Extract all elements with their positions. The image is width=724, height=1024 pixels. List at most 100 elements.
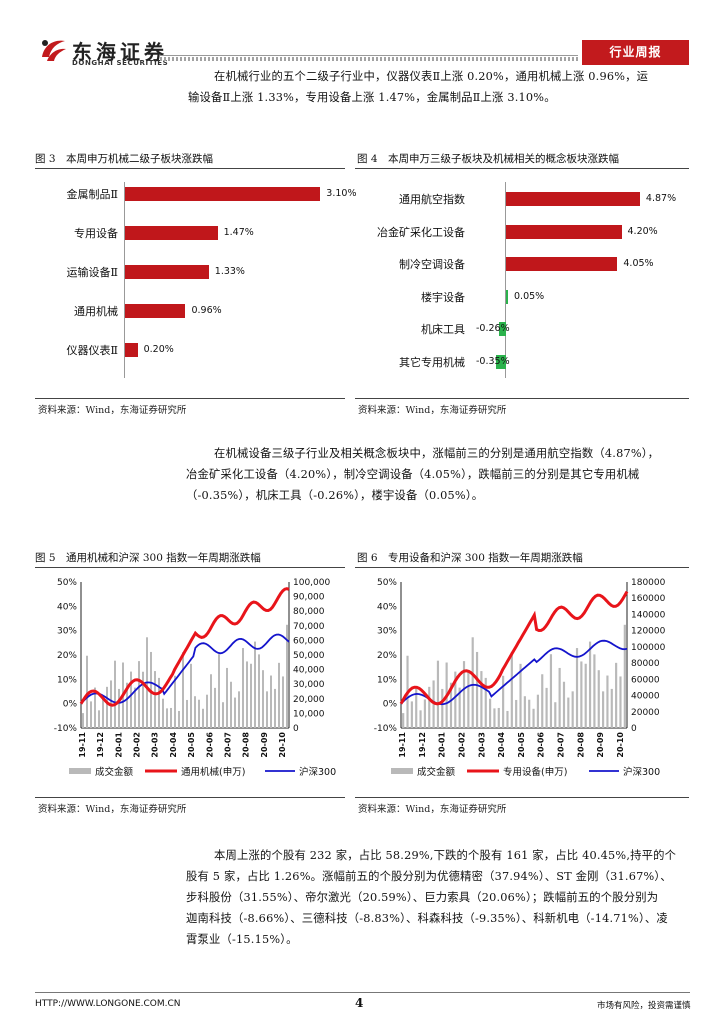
volume-bar	[102, 699, 104, 728]
fig4-value-label: 4.20%	[627, 225, 658, 237]
volume-bar	[532, 708, 535, 728]
fig4-category-label: 其它专用机械	[399, 356, 465, 369]
volume-bar	[254, 641, 256, 728]
volume-bar	[246, 661, 248, 728]
paragraph-concept-sectors: 在机械设备三级子行业及相关概念板块中，涨幅前三的分别是通用航空指数（4.87%）…	[186, 443, 696, 506]
x-tick-label: 20-09	[260, 732, 269, 758]
volume-bar	[489, 698, 492, 728]
volume-bar	[475, 651, 479, 728]
website-link[interactable]: HTTP://WWW.LONGONE.COM.CN	[35, 999, 181, 1009]
fig3-value-label: 1.33%	[214, 266, 245, 277]
x-tick-label: 20-05	[517, 732, 526, 758]
legend-line2-label: 沪深300	[623, 766, 660, 778]
volume-bar	[82, 713, 84, 728]
fig4-category-label: 通用航空指数	[399, 193, 465, 206]
right-tick-label: 30,000	[293, 680, 325, 690]
fig4-bottom-rule	[355, 398, 689, 399]
volume-bar	[575, 648, 579, 728]
left-tick-label: -10%	[54, 724, 78, 734]
volume-bar	[597, 670, 600, 728]
volume-bar	[170, 707, 172, 728]
volume-bar	[98, 710, 100, 728]
x-tick-label: 19-12	[96, 732, 105, 758]
paragraph-line: （-0.35%），机床工具（-0.26%），楼宇设备（0.05%）。	[186, 489, 484, 502]
paragraph-line: 在机械设备三级子行业及相关概念板块中，涨幅前三的分别是通用航空指数（4.87%）…	[214, 447, 660, 460]
volume-bar	[106, 686, 108, 728]
left-tick-label: 50%	[377, 578, 397, 588]
volume-bar	[134, 687, 136, 728]
x-tick-label: 20-07	[557, 732, 566, 758]
legend-line2-label: 沪深300	[299, 766, 336, 778]
volume-bar	[86, 655, 88, 728]
x-tick-label: 20-03	[477, 732, 486, 758]
volume-bar	[449, 682, 453, 728]
volume-bar	[549, 654, 553, 728]
x-tick-label: 20-04	[169, 732, 178, 758]
volume-bar	[541, 674, 544, 728]
volume-bar	[515, 699, 518, 728]
volume-bar	[278, 662, 280, 728]
header-dashes	[160, 57, 578, 61]
fig4-bar	[496, 355, 506, 369]
x-tick-label: 20-01	[114, 732, 123, 758]
volume-bar	[250, 663, 252, 728]
fig3-value-label: 3.10%	[326, 188, 357, 199]
fig5-title: 图 5 通用机械和沪深 300 指数一年周期涨跌幅	[35, 552, 261, 564]
volume-bar	[166, 708, 168, 728]
volume-bar	[282, 676, 284, 728]
volume-bar	[266, 691, 268, 728]
volume-bar	[471, 637, 474, 728]
legend-bars-swatch	[391, 768, 413, 774]
fig6-line-chart: 50% 40% 30% 20% 10% 0% -10% 180000 160000 140000 1…	[374, 578, 666, 778]
donghai-logo-icon	[42, 40, 66, 61]
fig4-bar	[506, 257, 618, 272]
right-tick-label: 80,000	[293, 607, 325, 617]
fig5-line-chart: 50% 40% 30% 20% 10% 0% -10% 100,000 90,000 80,000…	[54, 578, 336, 778]
volume-bar	[222, 702, 224, 728]
right-tick-label: 60000	[631, 675, 660, 685]
fig4-category-label: 机床工具	[421, 323, 465, 337]
legend-line1-label: 专用设备(申万)	[503, 766, 567, 778]
volume-bar	[410, 701, 413, 728]
fig4-category-label: 制冷空调设备	[399, 258, 465, 272]
paragraph-line: 输设备Ⅱ上涨 1.33%，专用设备上涨 1.47%，金属制品Ⅱ上涨 3.10%。	[188, 91, 556, 104]
hs300-line	[80, 633, 290, 705]
fig3-bar	[125, 226, 218, 240]
fig4-bar	[506, 289, 508, 304]
legend-bars-label: 成交金额	[417, 766, 456, 778]
volume-bar	[190, 663, 192, 728]
paragraph-subsector-summary: 在机械行业的五个二级子行业中，仪器仪表Ⅱ上涨 0.20%，通用机械上涨 0.96…	[188, 66, 690, 108]
volume-bar	[238, 691, 240, 728]
fig3-bottom-rule	[35, 398, 345, 399]
fig4-bar	[506, 192, 640, 206]
fig6-source: 资料来源：Wind，东海证券研究所	[358, 804, 507, 815]
fig4-category-label: 冶金矿采化工设备	[377, 225, 465, 239]
volume-bar	[126, 682, 128, 728]
volume-bar	[610, 688, 613, 728]
fig6-bottom-rule	[355, 797, 689, 798]
volume-bar	[480, 671, 483, 728]
right-tick-label: 10,000	[293, 709, 325, 719]
x-tick-label: 20-08	[576, 732, 585, 758]
right-tick-label: 60,000	[293, 636, 325, 646]
volume-bar	[218, 654, 220, 728]
left-tick-label: 40%	[57, 602, 77, 612]
volume-bar	[619, 676, 622, 728]
left-tick-label: 30%	[57, 627, 77, 637]
fig4-title: 图 4 本周申万三级子板块及机械相关的概念板块涨跌幅	[357, 153, 620, 165]
volume-bar	[484, 677, 487, 728]
left-tick-label: 10%	[377, 675, 397, 685]
right-tick-label: 90,000	[293, 593, 325, 603]
paragraph-line: 在机械行业的五个二级子行业中，仪器仪表Ⅱ上涨 0.20%，通用机械上涨 0.96…	[214, 70, 649, 83]
fig3-category-label: 金属制品Ⅱ	[66, 188, 118, 201]
volume-bar	[174, 675, 176, 728]
fig4-value-label: -0.26%	[476, 323, 510, 335]
right-tick-label: 40,000	[293, 666, 325, 676]
volume-bar	[502, 675, 505, 728]
volume-bar	[206, 694, 208, 728]
fig3-source: 资料来源：Wind，东海证券研究所	[38, 405, 187, 416]
left-tick-label: 20%	[57, 651, 77, 661]
fig3-category-label: 运输设备Ⅱ	[66, 266, 118, 279]
legend-line1-label: 通用机械(申万)	[181, 766, 245, 778]
fig4-value-label: 4.87%	[645, 193, 677, 204]
